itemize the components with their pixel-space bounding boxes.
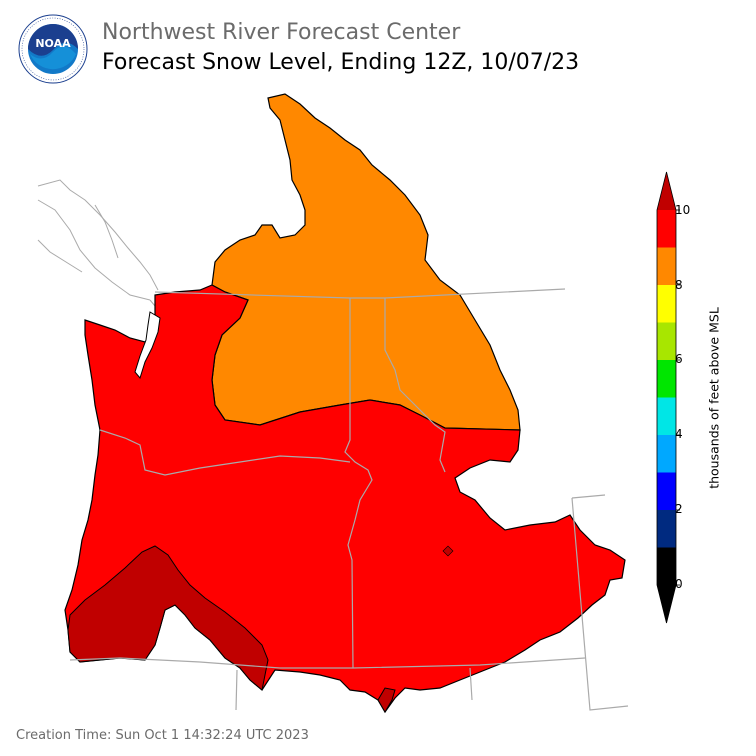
- colorbar: [656, 171, 680, 624]
- colorbar-bin: [657, 247, 676, 285]
- colorbar-bin: [657, 397, 676, 435]
- state-boundaries: [69, 288, 629, 711]
- colorbar-bin: [657, 322, 676, 360]
- colorbar-bin: [657, 360, 676, 398]
- noaa-logo-text: NOAA: [35, 37, 71, 50]
- colorbar-tick-label: 6: [675, 352, 683, 366]
- noaa-logo: NOAA: [18, 14, 88, 84]
- puget-sound: [134, 311, 161, 380]
- page-title: Northwest River Forecast Center: [102, 20, 461, 45]
- colorbar-bin: [657, 210, 676, 248]
- region-dark-red-south: [377, 687, 396, 713]
- colorbar-bin: [657, 285, 676, 323]
- colorbar-tick-label: 0: [675, 577, 683, 591]
- colorbar-tick-label: 10: [675, 203, 691, 217]
- colorbar-tick-label: 2: [675, 502, 683, 516]
- colorbar-bin-under: [657, 547, 676, 623]
- region-orange: [211, 93, 521, 431]
- colorbar-tick-label: 4: [675, 427, 683, 441]
- region-dark-red: [67, 545, 269, 691]
- colorbar-axis-label: thousands of feet above MSL: [706, 307, 722, 489]
- colorbar-bin-over: [657, 172, 676, 210]
- region-dark-red-spot: [442, 545, 454, 557]
- colorbar-bin: [657, 435, 676, 473]
- colorbar-tick-label: 8: [675, 278, 683, 292]
- creation-time: Creation Time: Sun Oct 1 14:32:24 UTC 20…: [16, 728, 309, 743]
- page-subtitle: Forecast Snow Level, Ending 12Z, 10/07/2…: [102, 50, 580, 75]
- colorbar-bin: [657, 472, 676, 510]
- colorbar-bin: [657, 510, 676, 548]
